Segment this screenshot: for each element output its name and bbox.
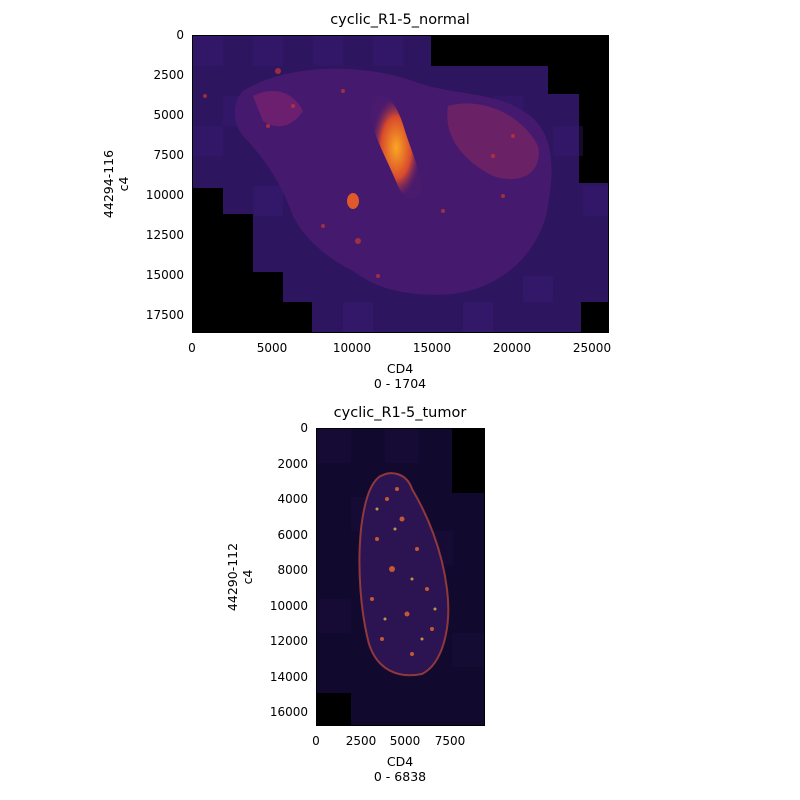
y-tick: 2000 (277, 457, 308, 471)
y-tick: 10000 (269, 599, 308, 613)
x-tick: 25000 (572, 341, 612, 355)
y-tick: 2500 (153, 68, 184, 82)
panel-title: cyclic_R1-5_normal (330, 12, 470, 28)
x-tick: 0 (312, 734, 320, 748)
y-axis-label: 44294-116 c4 (101, 149, 131, 219)
y-tick: 12500 (145, 228, 184, 242)
x-tick: 10000 (332, 341, 372, 355)
panel-title: cyclic_R1-5_tumor (333, 405, 467, 421)
x-tick: 5000 (256, 341, 288, 355)
y-tick: 12000 (269, 634, 308, 648)
y-tick: 4000 (277, 492, 308, 506)
x-tick: 15000 (412, 341, 452, 355)
y-tick: 10000 (145, 188, 184, 202)
y-tick: 5000 (153, 108, 184, 122)
y-tick: 8000 (277, 563, 308, 577)
y-tick: 17500 (145, 308, 184, 322)
x-tick: 20000 (492, 341, 532, 355)
y-tick: 0 (300, 421, 308, 435)
x-tick: 5000 (389, 734, 421, 748)
y-tick: 0 (176, 28, 184, 42)
y-tick: 14000 (269, 670, 308, 684)
x-tick: 0 (188, 341, 196, 355)
y-tick: 16000 (269, 705, 308, 719)
y-axis-label: 44290-112 c4 (225, 542, 255, 612)
x-tick: 7500 (434, 734, 466, 748)
x-axis-label: CD4 0 - 1704 (373, 361, 427, 391)
tissue-image-normal (192, 35, 609, 333)
y-tick: 15000 (145, 268, 184, 282)
x-axis-label: CD4 0 - 6838 (373, 754, 427, 784)
x-tick: 2500 (345, 734, 377, 748)
tissue-image-tumor (316, 428, 485, 726)
y-tick: 7500 (153, 148, 184, 162)
y-tick: 6000 (277, 528, 308, 542)
